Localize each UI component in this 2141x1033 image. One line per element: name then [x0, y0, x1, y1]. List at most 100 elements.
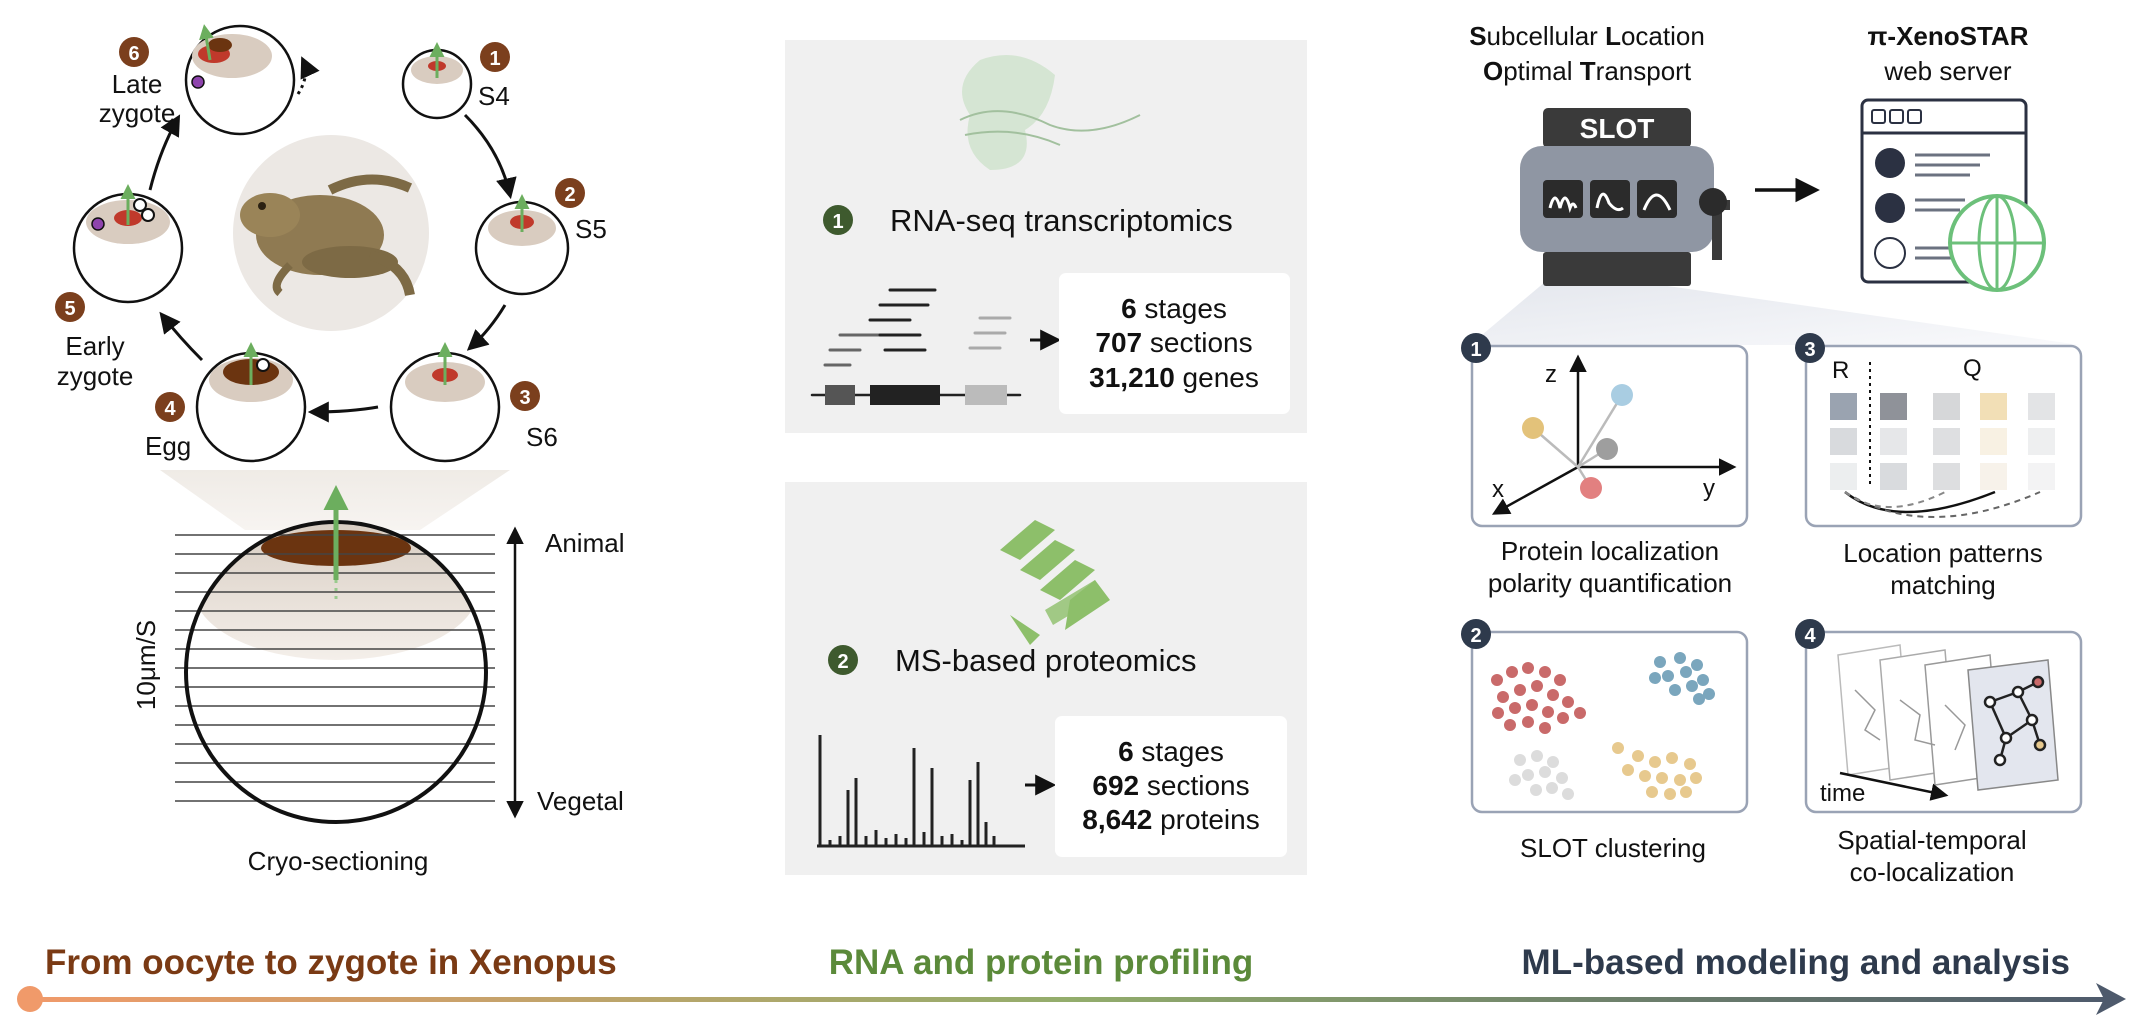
rna-badge-number: 1 [832, 211, 843, 233]
stage-badge-3: 3 [510, 381, 540, 411]
module-2-clustering: 2 [1461, 619, 1749, 863]
rna-seq-panel: 1 RNA-seq transcriptomics 6 stages 707 s… [785, 40, 1307, 433]
module-3-label-q: Q [1963, 355, 1982, 382]
egg-stage-s5 [474, 194, 570, 296]
server-subtitle: web server [1883, 56, 2011, 86]
stage-badge-4: 4 [155, 392, 185, 422]
stage-label-egg: Egg [145, 431, 191, 461]
cryo-sectioning-caption: Cryo-sectioning [248, 846, 429, 876]
cluster-gray [1509, 750, 1574, 800]
stage-badge-5: 5 [55, 292, 85, 322]
egg-stage-s6 [389, 342, 501, 463]
stage-label-early-line2: zygote [57, 361, 134, 391]
stage-label-s6: S6 [526, 422, 558, 452]
ms-badge [828, 645, 858, 675]
egg-stage-egg [195, 342, 307, 463]
module-1-badge-number: 1 [1470, 339, 1481, 361]
stage-label-s4: S4 [478, 81, 510, 111]
slot-title-line1: Subcellular Location [1469, 21, 1705, 51]
cluster-red [1491, 662, 1586, 734]
cluster-blue [1649, 652, 1715, 705]
cycle-arrows [148, 56, 517, 423]
xenopus-frog-illustration [233, 135, 429, 331]
ms-stats-box [1055, 716, 1287, 857]
stage-badge-2-number: 2 [564, 184, 575, 206]
timeline-end-arrow [2096, 983, 2126, 1015]
vegetal-label: Vegetal [537, 786, 624, 816]
egg-stage-s4 [401, 42, 473, 120]
module-2-badge-number: 2 [1470, 625, 1481, 647]
oocyte-to-zygote-panel: 1 2 3 4 5 6 S4 S5 S6 Egg Early zygote La… [55, 24, 624, 876]
mass-spectrum-glyph [817, 735, 1025, 848]
exon-2 [870, 385, 940, 405]
slot-machine-label: SLOT [1580, 113, 1655, 144]
ms-badge-number: 2 [837, 651, 848, 673]
animal-label: Animal [545, 528, 624, 558]
ml-modeling-panel: Subcellular Location Optimal Transport π… [1461, 21, 2083, 887]
slot-zoom-fan [1470, 282, 2080, 345]
stage-label-early-line1: Early [65, 331, 124, 361]
section-lines [175, 534, 495, 802]
module-3-caption-line2: matching [1890, 570, 1996, 600]
module-4-badge-number: 4 [1804, 625, 1816, 647]
footer-middle-label: RNA and protein profiling [829, 943, 1254, 982]
rna-stat-sections: 707 sections [1095, 327, 1252, 358]
stage-label-s5: S5 [575, 214, 607, 244]
exon-3 [965, 385, 1007, 405]
module-3-pattern-matching: 3 R Q [1795, 333, 2083, 600]
module-1-axis-y: y [1703, 475, 1715, 502]
timeline-bar [30, 997, 2110, 1002]
slot-title-line2: Optimal Transport [1483, 56, 1692, 86]
cluster-yellow [1612, 742, 1702, 800]
ms-proteomics-panel: 2 MS-based proteomics [785, 482, 1307, 875]
footer-left-label: From oocyte to zygote in Xenopus [45, 943, 617, 982]
module-1-caption-line1: Protein localization [1501, 536, 1719, 566]
exon-1 [825, 385, 855, 405]
rna-stats-box [1059, 273, 1290, 414]
module-3-caption-line1: Location patterns [1843, 538, 2042, 568]
server-title: π-XenoSTAR [1868, 21, 2029, 51]
egg-stage-early-zygote [72, 184, 184, 304]
rna-stat-genes: 31,210 genes [1089, 362, 1259, 393]
module-4-colocalization: 4 [1795, 619, 2083, 887]
stage-badge-1-number: 1 [489, 48, 500, 70]
module-4-caption-line2: co-localization [1850, 857, 2015, 887]
module-1-axis-x: x [1492, 476, 1504, 503]
module-1-axis-z: z [1545, 361, 1557, 388]
module-4-caption-line1: Spatial-temporal [1837, 825, 2026, 855]
rna-polymerase-illustration [959, 55, 1141, 170]
rna-stat-stages: 6 stages [1121, 293, 1227, 324]
module-3-badge-number: 3 [1804, 339, 1815, 361]
ms-stat-stages: 6 stages [1118, 736, 1224, 767]
timeline-start-dot [17, 986, 43, 1012]
ms-stat-sections: 692 sections [1092, 770, 1249, 801]
module-1-polarity: 1 z x y Protein localization polarity qu… [1461, 333, 1749, 598]
pattern-grid [1830, 393, 2055, 490]
module-1-caption-line2: polarity quantification [1488, 568, 1732, 598]
stage-label-late-line2: zygote [99, 98, 176, 128]
stage-badge-4-number: 4 [164, 398, 176, 420]
stage-badge-3-number: 3 [519, 387, 530, 409]
footer-timeline: From oocyte to zygote in Xenopus RNA and… [17, 943, 2126, 1015]
network-graph [1983, 675, 2047, 767]
egg-stage-late-zygote [184, 24, 296, 136]
protein-helix-illustration [1000, 520, 1110, 645]
stage-badge-2: 2 [555, 178, 585, 208]
web-server-illustration [1860, 98, 2046, 292]
ms-stat-proteins: 8,642 proteins [1082, 804, 1259, 835]
stage-badge-1: 1 [480, 42, 510, 72]
stage-badge-6-number: 6 [128, 43, 139, 65]
rna-badge [823, 205, 853, 235]
slot-machine-illustration: SLOT [1520, 108, 1730, 286]
ms-title: MS-based proteomics [895, 643, 1197, 678]
stage-label-late-line1: Late [112, 69, 163, 99]
module-2-caption: SLOT clustering [1520, 833, 1706, 863]
module-4-time-label: time [1820, 780, 1865, 807]
module-3-label-r: R [1832, 357, 1849, 384]
stage-badge-5-number: 5 [64, 298, 75, 320]
rna-title: RNA-seq transcriptomics [890, 203, 1233, 238]
stage-badge-6: 6 [119, 37, 149, 67]
section-thickness-label: 10μm/S [131, 620, 161, 710]
cryo-sectioned-egg [175, 485, 495, 824]
